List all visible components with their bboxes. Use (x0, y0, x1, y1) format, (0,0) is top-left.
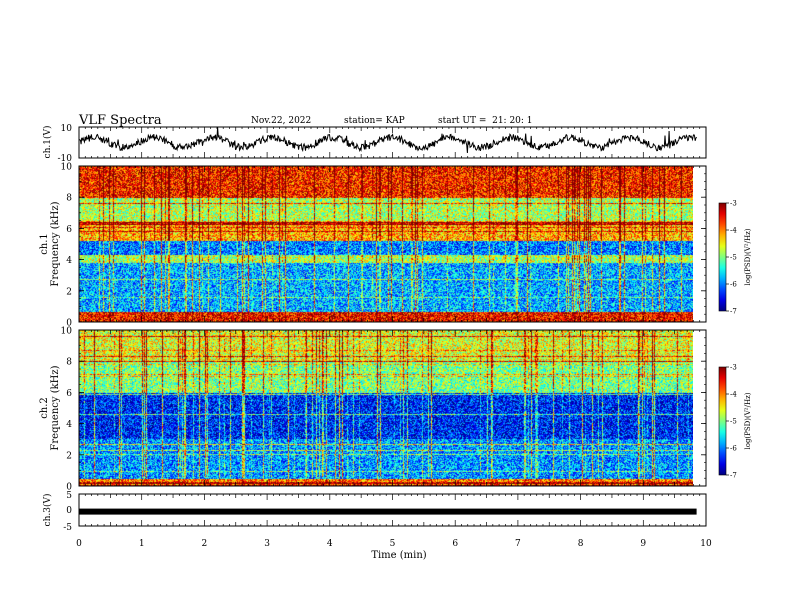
ch2-spectrogram-image (79, 330, 693, 486)
figure-title: VLF Spectra (78, 113, 162, 128)
colorbar-tick-label: -5 (730, 254, 737, 262)
colorbar-tick-label: -6 (730, 445, 737, 453)
ch2-spectrogram-ylabel-frequency: Frequency (kHz) (50, 365, 61, 450)
station-label: station= KAP (344, 116, 405, 126)
ch1-spectrogram-panel: 0 2 4 6 8 10 ch.1 Frequency (kHz) (39, 163, 707, 329)
ch3-ytick-middle: 0 (66, 506, 72, 516)
time-tick-label: 7 (515, 539, 521, 549)
colorbar-tick-label: -4 (730, 391, 737, 399)
colorbar-tick-label: -7 (730, 472, 737, 480)
ch3-waveform-panel: 5 0 -5 ch.3(V) (42, 491, 707, 533)
time-tick-label: 6 (452, 539, 458, 549)
colorbar-tick-label: -5 (730, 418, 737, 426)
ch2-colorbar: -3 -4 -5 -6 -7 log(PSD)(V²/Hz) (718, 364, 752, 480)
y-tick-label: 10 (61, 163, 73, 173)
y-tick-label: 8 (66, 194, 72, 204)
ch2-colorbar-ticks: -3 -4 -5 -6 -7 (726, 364, 737, 480)
colorbar-tick-label: -3 (730, 364, 737, 372)
time-tick-label: 8 (578, 539, 584, 549)
ch2-spectrogram-x-ticks (78, 330, 707, 486)
ch2-spectrogram-y-ticks: 0 2 4 6 8 10 (61, 327, 706, 493)
time-tick-label: 3 (264, 539, 270, 549)
y-tick-label: 4 (66, 256, 72, 266)
colorbar-tick-label: -3 (730, 200, 737, 208)
ch3-waveform-line (79, 508, 697, 515)
ch2-spectrogram-ylabel-channel: ch.2 (39, 397, 50, 419)
ch1-waveform-line (78, 126, 698, 154)
ch1-spectrogram-x-ticks (78, 166, 707, 322)
ch3-ylabel: ch.3(V) (42, 494, 53, 527)
ch1-spectrogram-image (79, 166, 693, 322)
ch2-spectrogram-panel: 0 2 4 6 8 10 ch.2 Frequency (kHz) (39, 327, 707, 493)
ch1-waveform-x-ticks (78, 127, 707, 158)
ch1-colorbar-label: log(PSD)(V²/Hz) (744, 228, 752, 285)
ch1-ytick-top: 10 (61, 124, 73, 134)
ch2-colorbar-gradient (718, 366, 727, 476)
ch1-ylabel: ch.1(V) (42, 126, 53, 159)
ch1-spectrogram-ylabel-frequency: Frequency (kHz) (50, 201, 61, 286)
colorbar-tick-label: -7 (730, 308, 737, 316)
colorbar-tick-label: -6 (730, 281, 737, 289)
y-tick-label: 10 (61, 327, 73, 337)
ch1-colorbar: -3 -4 -5 -6 -7 log(PSD)(V²/Hz) (718, 200, 752, 316)
time-axis-label: Time (min) (371, 550, 426, 561)
time-tick-label: 2 (202, 539, 208, 549)
ch3-waveform-x-ticks (78, 494, 707, 526)
time-tick-label: 0 (76, 539, 82, 549)
start-ut-label: start UT = 21: 20: 1 (438, 116, 533, 126)
ch1-waveform-panel: 10 -10 ch.1(V) (42, 124, 707, 164)
y-tick-label: 6 (66, 389, 72, 399)
y-tick-label: 4 (66, 420, 72, 430)
y-tick-label: 8 (66, 358, 72, 368)
y-tick-label: 2 (66, 451, 72, 461)
time-tick-label: 9 (640, 539, 646, 549)
time-tick-label: 4 (327, 539, 333, 549)
ch1-colorbar-ticks: -3 -4 -5 -6 -7 (726, 200, 737, 316)
ch3-ytick-bottom: -5 (63, 523, 72, 533)
ch2-colorbar-label: log(PSD)(V²/Hz) (744, 392, 752, 449)
date-label: Nov.22, 2022 (251, 116, 311, 126)
time-axis: 0 1 2 3 4 5 6 7 8 9 10 (76, 539, 712, 549)
time-tick-label: 1 (139, 539, 145, 549)
ch1-spectrogram-y-ticks: 0 2 4 6 8 10 (61, 163, 706, 329)
ch1-colorbar-gradient (718, 202, 727, 312)
time-tick-label: 5 (390, 539, 396, 549)
y-tick-label: 6 (66, 225, 72, 235)
y-tick-label: 0 (66, 319, 72, 329)
ch1-ytick-bottom: -10 (58, 154, 73, 164)
colorbar-tick-label: -4 (730, 227, 737, 235)
y-tick-label: 0 (66, 483, 72, 493)
time-tick-label: 10 (700, 539, 712, 549)
y-tick-label: 2 (66, 287, 72, 297)
ch1-spectrogram-ylabel-channel: ch.1 (39, 233, 50, 255)
ch3-ytick-top: 5 (66, 491, 72, 501)
